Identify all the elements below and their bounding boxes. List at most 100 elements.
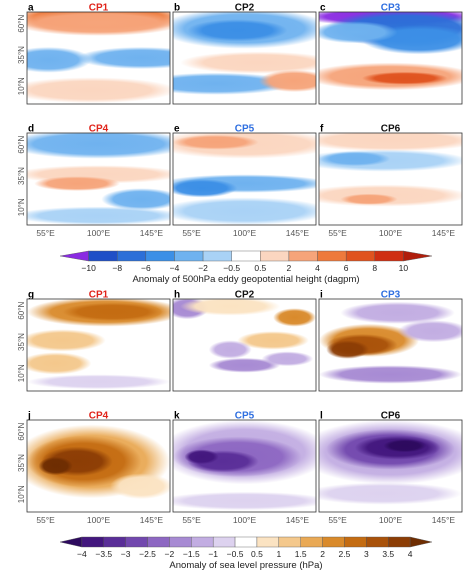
panel-letter: d bbox=[28, 124, 34, 135]
map-panel-c: c CP3 bbox=[318, 3, 463, 105]
lat-tick-label: 60°N bbox=[17, 423, 26, 441]
anomaly-shading bbox=[27, 133, 170, 225]
lon-tick-label: 100°E bbox=[379, 228, 403, 238]
panel-title: CP5 bbox=[235, 411, 255, 422]
anomaly-shading bbox=[173, 133, 316, 225]
panel-frame bbox=[26, 11, 171, 105]
colorbar-tick-label: −0.5 bbox=[223, 263, 240, 273]
panel-letter: c bbox=[320, 3, 326, 14]
lon-tick-label: 55°E bbox=[328, 515, 347, 525]
panel-letter: j bbox=[27, 411, 31, 422]
panel-title: CP2 bbox=[235, 3, 255, 14]
panel-title: CP6 bbox=[381, 411, 401, 422]
lat-tick-label: 10°N bbox=[17, 198, 26, 216]
map-panel-j: j CP4 10°N 35°N 60°N 55°E 100°E 145°E bbox=[17, 411, 171, 525]
map-panel-h: h CP2 bbox=[172, 290, 317, 392]
lon-tick-label: 145°E bbox=[286, 228, 310, 238]
lat-tick-label: 35°N bbox=[17, 46, 26, 64]
colorbar-tick-label: 2.5 bbox=[339, 549, 351, 559]
colorbar-tick-label: 3.5 bbox=[382, 549, 394, 559]
panel-frame bbox=[172, 132, 317, 226]
colorbar-swatch bbox=[117, 250, 147, 262]
colorbar-swatch bbox=[202, 250, 232, 262]
colorbar-tick-label: −4 bbox=[77, 549, 87, 559]
colorbar-swatch bbox=[81, 536, 104, 548]
colorbar-tick-label: 8 bbox=[372, 263, 377, 273]
lon-tick-label: 100°E bbox=[233, 228, 257, 238]
lat-tick-label: 60°N bbox=[17, 302, 26, 320]
panel-letter: i bbox=[320, 290, 323, 301]
lon-tick-label: 55°E bbox=[36, 228, 55, 238]
lon-tick-label: 100°E bbox=[87, 228, 111, 238]
panel-letter: a bbox=[28, 3, 34, 14]
anomaly-shading bbox=[319, 301, 462, 384]
colorbar-tick-label: 6 bbox=[344, 263, 349, 273]
lon-tick-label: 100°E bbox=[233, 515, 257, 525]
colorbar-tick-label: 0.5 bbox=[254, 263, 266, 273]
panel-title: CP5 bbox=[235, 124, 255, 135]
panel-letter: b bbox=[174, 3, 180, 14]
panel-frame bbox=[318, 11, 463, 105]
lon-tick-label: 55°E bbox=[328, 228, 347, 238]
colorbar-slp: −4 −3.5 −3 −2.5 −2 −1.5 −1 −0.5 0.5 1 1.5 2 2.5 3 3.5 4… bbox=[59, 536, 433, 571]
panel-frame bbox=[26, 419, 171, 513]
colorbar-label: Anomaly of 500hPa eddy geopotential heig… bbox=[132, 274, 359, 285]
colorbar-swatch bbox=[145, 250, 175, 262]
colorbar-swatch bbox=[88, 250, 118, 262]
colorbar-swatch bbox=[388, 536, 411, 548]
colorbar-tick-label: 1.5 bbox=[295, 549, 307, 559]
colorbar-tick-label: −10 bbox=[81, 263, 96, 273]
colorbar-swatch bbox=[231, 250, 261, 262]
colorbar-swatch bbox=[344, 536, 367, 548]
lon-tick-label: 145°E bbox=[432, 515, 456, 525]
colorbar-tick-label: −1.5 bbox=[183, 549, 200, 559]
colorbar-tick-label: −2 bbox=[198, 263, 208, 273]
panel-title: CP2 bbox=[235, 290, 255, 301]
colorbar-swatch bbox=[409, 536, 433, 548]
colorbar-swatch bbox=[374, 250, 404, 262]
panel-title: CP1 bbox=[89, 290, 109, 301]
lon-tick-label: 100°E bbox=[87, 515, 111, 525]
colorbar-swatch bbox=[300, 536, 323, 548]
panel-title: CP3 bbox=[381, 3, 401, 14]
lat-tick-label: 10°N bbox=[17, 364, 26, 382]
lon-tick-label: 145°E bbox=[286, 515, 310, 525]
colorbar-tick-label: −0.5 bbox=[227, 549, 244, 559]
panel-letter: h bbox=[174, 290, 180, 301]
anomaly-shading bbox=[27, 299, 170, 390]
panel-letter: g bbox=[28, 290, 34, 301]
panel-frame bbox=[172, 298, 317, 392]
colorbar-swatch bbox=[256, 536, 280, 548]
panel-letter: f bbox=[320, 124, 324, 135]
colorbar-swatch bbox=[103, 536, 126, 548]
lat-tick-label: 10°N bbox=[17, 77, 26, 95]
map-panel-g: g CP1 10°N 35°N 60°N bbox=[17, 290, 171, 392]
lon-tick-label: 55°E bbox=[182, 515, 201, 525]
map-panel-a: a CP1 10°N 35°N 60°N bbox=[17, 3, 171, 105]
colorbar-z500: −10 −8 −6 −4 −2 −0.5 0.5 2 4 6 8 10 Anomaly of 500hP… bbox=[59, 250, 433, 285]
anomaly-shading bbox=[319, 12, 462, 91]
colorbar-tick-label: 0.5 bbox=[251, 549, 263, 559]
panel-letter: l bbox=[320, 411, 323, 422]
panel-frame bbox=[318, 132, 463, 226]
colorbar-swatch bbox=[345, 250, 375, 262]
panel-title: CP1 bbox=[89, 3, 109, 14]
colorbar-tick-label: 4 bbox=[315, 263, 320, 273]
lat-tick-label: 60°N bbox=[17, 15, 26, 33]
lon-tick-label: 55°E bbox=[36, 515, 55, 525]
panel-title: CP4 bbox=[89, 411, 109, 422]
panel-title: CP4 bbox=[89, 124, 109, 135]
lon-tick-label: 145°E bbox=[432, 228, 456, 238]
colorbar-swatch bbox=[317, 250, 347, 262]
colorbar-tick-label: −4 bbox=[170, 263, 180, 273]
anomaly-shading bbox=[27, 424, 170, 500]
map-panel-e: e CP5 55°E 100°E 145°E bbox=[172, 124, 317, 238]
panel-title: CP6 bbox=[381, 124, 401, 135]
map-panel-i: i CP3 bbox=[318, 290, 463, 392]
map-panel-b: b CP2 bbox=[172, 3, 317, 105]
colorbar-tick-label: −2 bbox=[165, 549, 175, 559]
colorbar-swatch bbox=[260, 250, 290, 262]
colorbar-swatch bbox=[403, 250, 433, 262]
map-panel-d: d CP4 10°N 35°N 60°N 55°E 100°E 145°E bbox=[17, 124, 171, 238]
